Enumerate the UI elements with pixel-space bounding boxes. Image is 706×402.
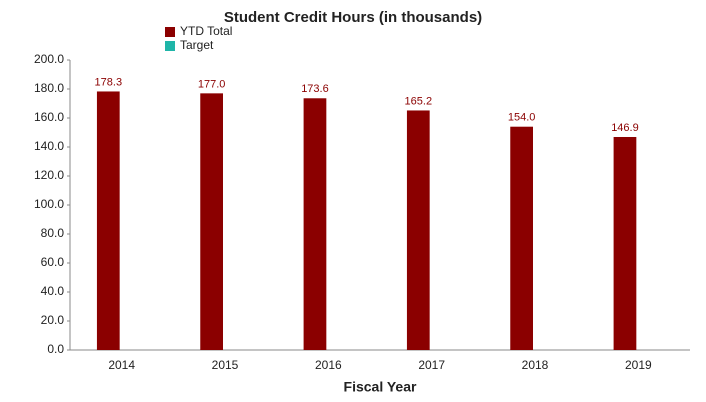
x-tick-label: 2016 bbox=[315, 358, 342, 372]
y-tick-label: 0.0 bbox=[47, 342, 64, 356]
legend-label: Target bbox=[180, 38, 214, 52]
x-tick-label: 2014 bbox=[108, 358, 135, 372]
legend-label: YTD Total bbox=[180, 24, 232, 38]
y-tick-label: 200.0 bbox=[34, 52, 64, 66]
value-label: 173.6 bbox=[301, 83, 329, 95]
y-tick-label: 20.0 bbox=[41, 313, 65, 327]
value-label: 177.0 bbox=[198, 78, 226, 90]
bar bbox=[510, 126, 533, 350]
y-tick-label: 40.0 bbox=[41, 284, 65, 298]
bar bbox=[613, 136, 637, 350]
value-label: 165.2 bbox=[405, 95, 433, 107]
legend-swatch bbox=[165, 27, 175, 37]
value-label: 178.3 bbox=[95, 76, 123, 88]
bar bbox=[96, 91, 120, 350]
y-tick-label: 140.0 bbox=[34, 139, 64, 153]
x-tick-label: 2019 bbox=[625, 358, 652, 372]
value-label: 146.9 bbox=[611, 122, 639, 134]
bar bbox=[303, 98, 327, 350]
y-tick-label: 100.0 bbox=[34, 197, 64, 211]
x-axis-title: Fiscal Year bbox=[344, 379, 417, 395]
y-tick-label: 180.0 bbox=[34, 81, 64, 95]
legend-swatch bbox=[165, 41, 175, 51]
bar bbox=[200, 93, 223, 350]
value-label: 154.0 bbox=[508, 112, 536, 124]
chart-title: Student Credit Hours (in thousands) bbox=[224, 9, 482, 26]
y-tick-label: 60.0 bbox=[41, 255, 65, 269]
y-tick-label: 120.0 bbox=[34, 168, 64, 182]
x-tick-label: 2018 bbox=[522, 358, 549, 372]
bar bbox=[406, 110, 430, 351]
x-tick-label: 2017 bbox=[418, 358, 445, 372]
y-tick-label: 80.0 bbox=[41, 226, 65, 240]
y-tick-label: 160.0 bbox=[34, 110, 64, 124]
x-tick-label: 2015 bbox=[212, 358, 239, 372]
